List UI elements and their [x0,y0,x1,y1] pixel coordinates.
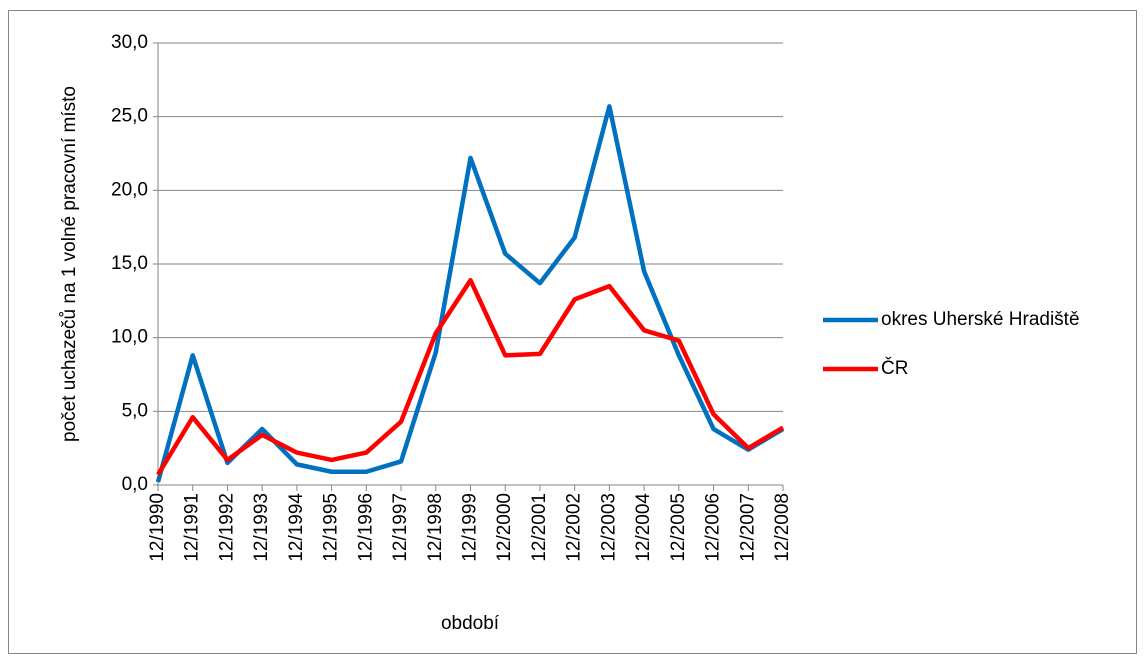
x-tick-label: 12/1999 [460,493,481,562]
x-tick-label: 12/1990 [147,493,168,562]
x-tick-label: 12/2001 [529,493,550,562]
y-tick-label: 20,0 [111,179,148,200]
x-tick-label: 12/1993 [251,493,272,562]
x-tick-label: 12/2000 [494,493,515,562]
y-tick-label: 5,0 [122,400,148,421]
x-tick-label: 12/1998 [425,493,446,562]
legend-label: ČR [881,357,908,379]
x-tick-label: 12/1997 [390,493,411,562]
x-tick-label: 12/2007 [737,493,758,562]
x-tick-label: 12/1995 [321,493,342,562]
x-tick-label: 12/2002 [564,493,585,562]
line-series [156,277,785,476]
line-series [155,104,785,483]
x-tick-label: 12/1996 [355,493,376,562]
x-tick-label: 12/1992 [216,493,237,562]
x-axis-title: období [441,613,500,634]
x-tick-label: 12/2005 [668,493,689,562]
legend-label: okres Uherské Hradiště [881,309,1080,330]
x-tick-label: 12/2006 [703,493,724,562]
x-tick-label: 12/1991 [182,493,203,562]
x-tick-label: 12/2003 [598,493,619,562]
y-tick-label: 10,0 [111,327,148,348]
y-tick-label: 30,0 [111,32,148,53]
y-tick-label: 0,0 [122,474,148,495]
y-tick-label: 25,0 [111,106,148,127]
y-tick-label: 15,0 [111,253,148,274]
x-tick-label: 12/2008 [772,493,793,562]
y-axis-title: počet uchazečů na 1 volné pracovní místo [59,86,80,442]
chart-frame [8,10,1137,654]
x-tick-label: 12/1994 [286,493,307,562]
x-tick-label: 12/2004 [633,493,654,562]
